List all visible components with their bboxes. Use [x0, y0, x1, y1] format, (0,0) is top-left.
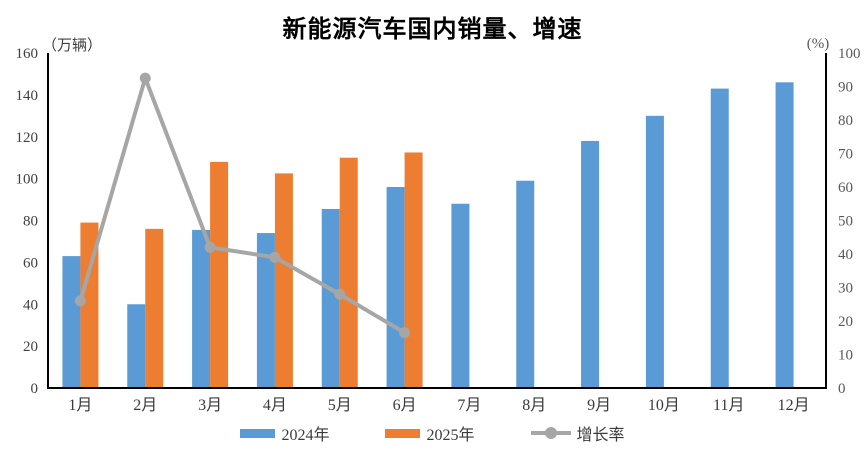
x-axis-category-label: 6月	[393, 397, 417, 414]
bar-2024年-12月	[775, 82, 794, 388]
left-axis-tick-label: 0	[31, 381, 39, 397]
bar-2025年-6月	[404, 152, 423, 388]
right-axis-tick-label: 20	[838, 314, 853, 330]
left-axis-unit-label: （万辆）	[42, 37, 102, 54]
legend-label-growth-rate: 增长率	[576, 427, 625, 444]
right-axis-tick-label: 40	[838, 247, 853, 263]
growth-rate-marker-1月	[74, 295, 86, 307]
growth-rate-marker-5月	[334, 288, 346, 300]
right-axis-tick-label: 80	[838, 113, 853, 129]
legend-dot-icon	[544, 427, 557, 439]
bar-2024年-6月	[386, 187, 405, 388]
growth-rate-marker-2月	[139, 72, 151, 84]
x-axis-category-label: 4月	[263, 397, 287, 414]
right-axis-tick-label: 100	[838, 46, 861, 62]
bar-2025年-5月	[339, 157, 358, 388]
left-axis-tick-label: 140	[16, 88, 39, 104]
left-axis-tick-label: 60	[23, 255, 38, 271]
bar-2024年-9月	[581, 140, 600, 388]
growth-rate-line	[78, 76, 406, 335]
right-axis-tick-label: 70	[838, 147, 853, 163]
x-axis-category-label: 1月	[68, 397, 92, 414]
x-axis-category-label: 2月	[133, 397, 157, 414]
bar-2025年-4月	[274, 173, 293, 388]
right-axis-tick-label: 50	[838, 214, 853, 230]
chart-legend: 2024年 2025年 增长率	[0, 421, 865, 445]
right-axis-tick-label: 0	[838, 381, 846, 397]
right-axis-tick-label: 60	[838, 180, 853, 196]
bar-2025年-3月	[210, 161, 229, 388]
left-axis-tick-label: 80	[23, 214, 38, 230]
bar-2025年-1月	[80, 222, 99, 388]
right-axis-tick-label: 10	[838, 348, 853, 364]
x-axis-category-label: 10月	[648, 397, 680, 414]
x-axis-category-label: 8月	[522, 397, 546, 414]
right-axis-tick-label: 30	[838, 281, 853, 297]
legend-item-2024: 2024年	[240, 421, 329, 445]
left-axis-tick-label: 20	[23, 339, 38, 355]
bar-2024年-1月	[62, 256, 81, 388]
bar-2024年-2月	[127, 304, 146, 388]
chart-title: 新能源汽车国内销量、增速	[282, 17, 583, 43]
bar-2024年-4月	[256, 233, 275, 388]
x-axis-category-label: 5月	[328, 397, 352, 414]
right-axis-unit-label: (%)	[807, 36, 830, 52]
bar-2024年-7月	[451, 203, 470, 388]
bar-2024年-10月	[645, 115, 664, 388]
legend-swatch-2025-bar	[385, 428, 421, 438]
growth-rate-marker-4月	[269, 251, 281, 263]
x-axis-category-label: 9月	[587, 397, 611, 414]
bar-2024年-11月	[710, 88, 729, 388]
bar-2024年-3月	[192, 229, 211, 388]
left-axis-tick-label: 100	[16, 172, 39, 188]
x-axis-category-label: 3月	[198, 397, 222, 414]
legend-item-2025: 2025年	[385, 421, 475, 445]
bar-2024年-8月	[516, 180, 535, 388]
left-axis-tick-label: 120	[16, 130, 39, 146]
legend-swatch-2024-bar	[240, 428, 276, 438]
legend-item-growth-rate: 增长率	[530, 421, 625, 445]
bar-2025年-2月	[145, 228, 164, 388]
x-axis-category-label: 11月	[713, 397, 744, 414]
growth-rate-marker-6月	[399, 327, 411, 339]
right-axis-tick-label: 90	[838, 80, 853, 96]
bar-2024年-5月	[321, 208, 340, 388]
x-axis-category-label: 7月	[457, 397, 481, 414]
x-axis-category-label: 12月	[778, 397, 810, 414]
legend-swatch-growth-line	[530, 427, 571, 439]
legend-label-2024: 2024年	[281, 427, 330, 444]
left-axis-tick-label: 160	[16, 46, 39, 62]
legend-label-2025: 2025年	[426, 427, 475, 444]
left-axis-tick-label: 40	[23, 297, 38, 313]
growth-rate-marker-3月	[204, 241, 216, 253]
